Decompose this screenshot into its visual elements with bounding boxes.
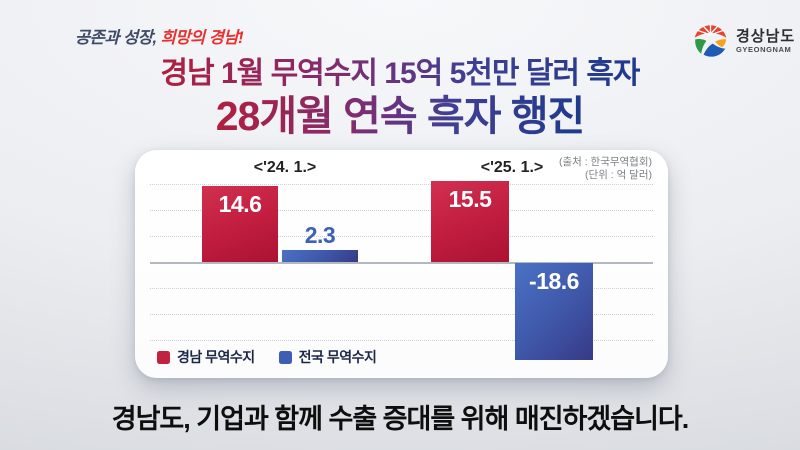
gridline: [150, 210, 653, 211]
footer-message-rest: 를 위해 매진하겠습니다.: [430, 404, 689, 434]
category-label-2501: <'25. 1.>: [480, 159, 544, 176]
gridline: [150, 236, 653, 237]
bar-gyeongnam-2401: 14.6: [202, 186, 278, 262]
gridline: [150, 340, 653, 341]
category-label-2401: <'24. 1.>: [253, 159, 317, 176]
bar-value-label: 2.3: [304, 222, 336, 249]
bar-value-label: -18.6: [529, 268, 579, 294]
title-line1: 경남 1월 무역수지 15억 5천만 달러 흑자: [160, 48, 640, 92]
bar-value-label: 15.5: [448, 186, 492, 213]
bar-value-label: 14.6: [218, 191, 262, 218]
gridline: [150, 314, 653, 315]
bar-national-2401: 2.3: [282, 222, 358, 262]
footer-message-strong: 경남도, 기업과 함께 수출 증대: [111, 404, 432, 434]
bar-national-2501: -18.6: [515, 263, 593, 360]
chart-legend: 경남 무역수지 전국 무역수지: [157, 347, 377, 367]
header-slogan: 공존과 성장, 희망의 경남!: [75, 24, 244, 48]
logo-org-en: GYEONGNAM: [736, 45, 792, 54]
footer-message: 경남도, 기업과 함께 수출 증대를 위해 매진하겠습니다.: [0, 397, 800, 436]
title-line2: 28개월 연속 흑자 행진: [216, 82, 586, 142]
source-label: (출처 : 한국무역협회): [558, 156, 652, 168]
gyeongnam-logo: 경상남도 GYEONGNAM: [692, 20, 795, 62]
legend-item-gyeongnam: 경남 무역수지: [157, 347, 255, 367]
legend-swatch-blue-icon: [278, 350, 292, 364]
zero-gridline: [150, 262, 653, 264]
title-line2-row: 28개월 연속 흑자 행진: [0, 82, 800, 142]
bar-gyeongnam-2501: 15.5: [431, 181, 509, 262]
gridline: [150, 288, 653, 289]
gridline: [150, 184, 653, 185]
slogan-part1: 공존과 성장,: [75, 29, 161, 47]
unit-label: (단위 : 억 달러): [585, 169, 652, 181]
legend-swatch-red-icon: [157, 350, 170, 364]
source-note: (출처 : 한국무역협회) (단위 : 억 달러): [559, 156, 652, 182]
legend-item-national: 전국 무역수지: [278, 347, 377, 367]
legend-label-gyeongnam: 경남 무역수지: [177, 349, 255, 365]
legend-label-national: 전국 무역수지: [298, 349, 377, 365]
logo-org-kr: 경상남도: [736, 28, 796, 45]
plot-area: 14.6 2.3 15.5 -18.6: [150, 150, 653, 362]
slogan-part2: 희망의 경남!: [160, 29, 244, 47]
logo-text: 경상남도 GYEONGNAM: [736, 28, 795, 54]
gyeongnam-emblem-icon: [692, 20, 729, 62]
chart-card: <'24. 1.> <'25. 1.> (출처 : 한국무역협회) (단위 : …: [135, 150, 668, 378]
title-line1-row: 경남 1월 무역수지 15억 5천만 달러 흑자: [0, 48, 800, 92]
